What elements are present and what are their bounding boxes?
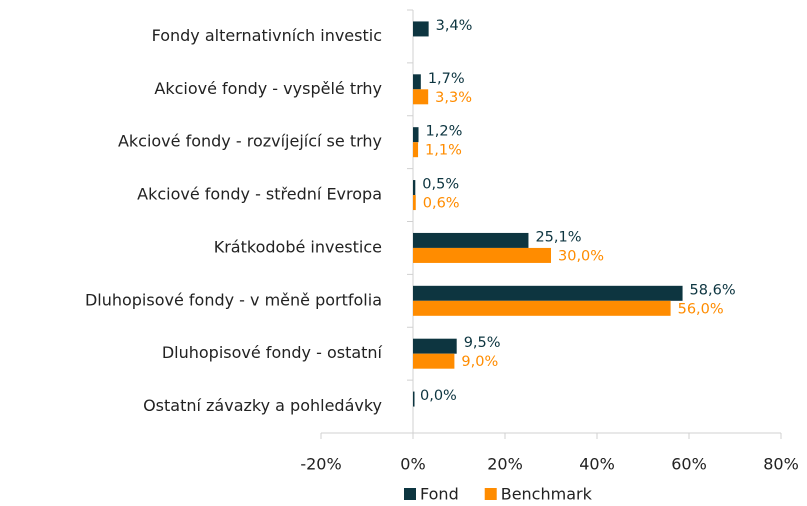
legend-swatch (484, 488, 497, 500)
bar (413, 353, 455, 369)
bar (413, 74, 421, 90)
legend-swatch (404, 488, 416, 500)
x-tick-label: 60% (671, 455, 707, 474)
bar (413, 21, 429, 37)
category-label: Akciové fondy - střední Evropa (137, 185, 382, 204)
value-label: 1,7% (428, 71, 465, 87)
legend-label: Benchmark (501, 485, 593, 504)
value-label: 1,1% (425, 143, 462, 159)
bar (413, 338, 457, 354)
bar (413, 195, 416, 211)
value-label: 58,6% (690, 282, 736, 298)
category-label: Dluhopisové fondy - ostatní (162, 343, 383, 362)
x-tick-label: 40% (579, 455, 615, 474)
value-label: 3,3% (435, 90, 472, 106)
value-label: 3,4% (436, 18, 473, 34)
bar (413, 142, 419, 158)
value-label: 9,0% (461, 354, 498, 370)
category-label: Krátkodobé investice (214, 237, 382, 256)
value-label: 30,0% (558, 248, 604, 264)
value-label: 1,2% (426, 124, 463, 140)
bar (413, 89, 429, 105)
bar (413, 127, 419, 143)
x-tick-label: -20% (300, 455, 341, 474)
value-label: 25,1% (535, 229, 581, 245)
value-label: 56,0% (678, 301, 724, 317)
category-label: Dluhopisové fondy - v měně portfolia (85, 290, 382, 309)
bar (413, 285, 683, 301)
value-label: 0,5% (422, 177, 459, 193)
bar (413, 232, 529, 248)
value-label: 0,0% (420, 388, 457, 404)
value-label: 0,6% (423, 196, 460, 212)
legend-label: Fond (420, 485, 459, 504)
bar (413, 391, 415, 407)
x-tick-label: 80% (763, 455, 799, 474)
bar (413, 180, 416, 196)
category-label: Akciové fondy - rozvíjející se trhy (118, 132, 382, 151)
bar (413, 300, 671, 316)
category-label: Akciové fondy - vyspělé trhy (154, 79, 382, 98)
bar (413, 247, 551, 263)
category-label: Fondy alternativních investic (152, 26, 382, 45)
x-tick-label: 20% (487, 455, 523, 474)
category-label: Ostatní závazky a pohledávky (143, 396, 382, 415)
x-tick-label: 0% (400, 455, 425, 474)
value-label: 9,5% (464, 335, 501, 351)
